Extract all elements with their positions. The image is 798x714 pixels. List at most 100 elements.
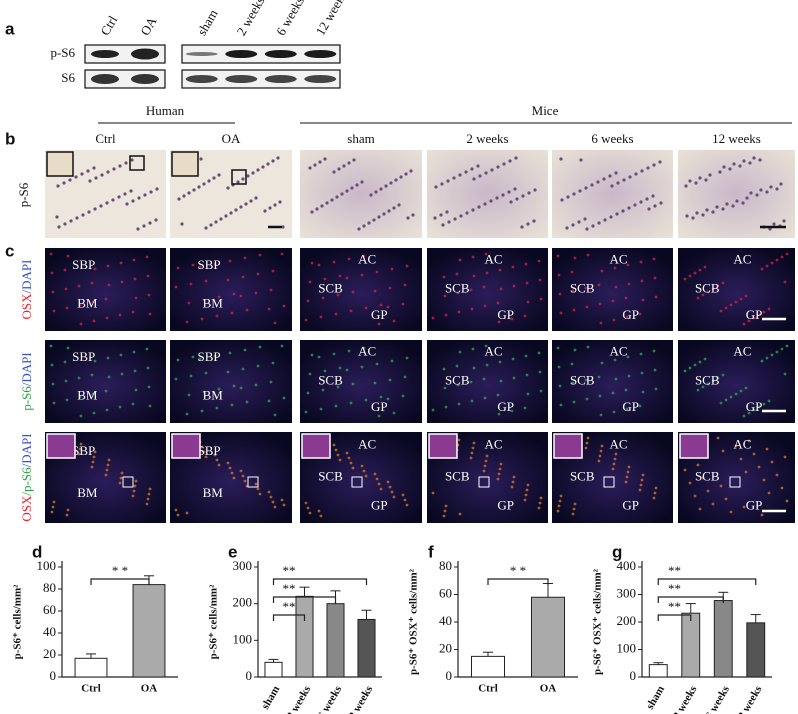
- signal-dot: [483, 464, 487, 468]
- cell-dot: [131, 199, 135, 203]
- significance-label: **: [668, 599, 681, 614]
- signal-dot: [174, 508, 178, 512]
- signal-dot: [77, 452, 81, 456]
- cell-dot: [99, 204, 103, 208]
- cell-dot: [241, 177, 245, 181]
- cell-dot: [88, 179, 92, 183]
- signal-dot: [336, 293, 340, 297]
- signal-dot: [230, 403, 234, 407]
- signal-dot: [497, 412, 501, 416]
- signal-dot: [499, 379, 503, 383]
- signal-dot: [512, 376, 516, 380]
- region-label: SBP: [72, 443, 95, 458]
- signal-dot: [598, 394, 602, 398]
- cell-dot: [772, 222, 776, 226]
- signal-dot: [767, 491, 771, 495]
- signal-dot: [321, 296, 325, 300]
- cell-dot: [236, 180, 240, 184]
- signal-dot: [698, 360, 702, 364]
- signal-dot: [526, 392, 530, 396]
- x-tick-label: OA: [540, 683, 557, 695]
- signal-dot: [639, 483, 643, 487]
- cell-dot: [337, 167, 341, 171]
- cell-dot: [447, 220, 451, 224]
- signal-dot: [217, 295, 221, 299]
- signal-dot: [147, 492, 151, 496]
- signal-dot: [525, 488, 529, 492]
- cell-dot: [698, 176, 702, 180]
- signal-dot: [614, 285, 618, 289]
- roi-box: [129, 155, 145, 171]
- signal-dot: [780, 486, 784, 490]
- y-tick-label: 200: [617, 613, 637, 628]
- cell-dot: [234, 208, 238, 212]
- cell-dot: [94, 176, 98, 180]
- signal-dot: [228, 466, 232, 470]
- signal-dot: [106, 356, 110, 360]
- y-tick-label: 20: [439, 640, 452, 655]
- signal-dot: [611, 391, 615, 395]
- band: [185, 52, 218, 56]
- signal-dot: [64, 287, 68, 291]
- signal-dot: [599, 413, 603, 417]
- signal-dot: [571, 381, 575, 385]
- signal-dot: [744, 294, 748, 298]
- signal-dot: [775, 473, 779, 477]
- signal-dot: [280, 344, 284, 348]
- x-tick-label: 12 weeks: [344, 683, 376, 714]
- cell-dot: [608, 174, 612, 178]
- signal-dot: [711, 287, 715, 291]
- ihc-image: [300, 150, 422, 238]
- signal-dot: [653, 368, 657, 372]
- cell-dot: [501, 193, 505, 197]
- bar: [295, 595, 314, 678]
- cell-dot: [313, 163, 317, 167]
- signal-dot: [49, 344, 53, 348]
- row-label-part: OSX: [19, 293, 34, 320]
- signal-dot: [134, 388, 138, 392]
- region-label: AC: [485, 251, 503, 266]
- significance-label: **: [668, 581, 681, 596]
- signal-dot: [187, 393, 191, 397]
- signal-dot: [118, 481, 122, 485]
- cell-dot: [653, 204, 657, 208]
- signal-dot: [739, 389, 743, 393]
- signal-dot: [131, 402, 135, 406]
- signal-dot: [317, 509, 321, 513]
- region-label: GP: [746, 399, 763, 414]
- signal-dot: [379, 487, 383, 491]
- cell-dot: [508, 159, 512, 163]
- signal-dot: [696, 463, 700, 467]
- signal-dot: [600, 361, 604, 365]
- signal-dot: [729, 395, 733, 399]
- signal-dot: [200, 445, 204, 449]
- signal-dot: [132, 258, 136, 262]
- cell-dot: [721, 207, 725, 211]
- column-label: sham: [347, 131, 374, 146]
- signal-dot: [388, 286, 392, 290]
- signal-dot: [401, 302, 405, 306]
- signal-dot: [405, 264, 409, 268]
- signal-dot: [317, 263, 321, 267]
- signal-dot: [457, 310, 461, 314]
- cell-dot: [732, 162, 736, 166]
- signal-dot: [78, 447, 82, 451]
- signal-dot: [572, 507, 576, 511]
- cell-dot: [715, 205, 719, 209]
- signal-dot: [200, 317, 204, 321]
- signal-dot: [92, 455, 96, 459]
- lane-label: OA: [137, 14, 160, 38]
- signal-dot: [306, 506, 310, 510]
- inset: [46, 433, 76, 459]
- cell-dot: [446, 179, 450, 183]
- signal-dot: [386, 397, 390, 401]
- signal-dot: [747, 319, 751, 323]
- ihc-image: [552, 150, 673, 238]
- cell-dot: [92, 166, 96, 170]
- cell-dot: [484, 171, 488, 175]
- cell-dot: [192, 188, 196, 192]
- cell-dot: [453, 217, 457, 221]
- cell-dot: [779, 182, 783, 186]
- cell-dot: [533, 188, 537, 192]
- significance-label: **: [668, 563, 681, 578]
